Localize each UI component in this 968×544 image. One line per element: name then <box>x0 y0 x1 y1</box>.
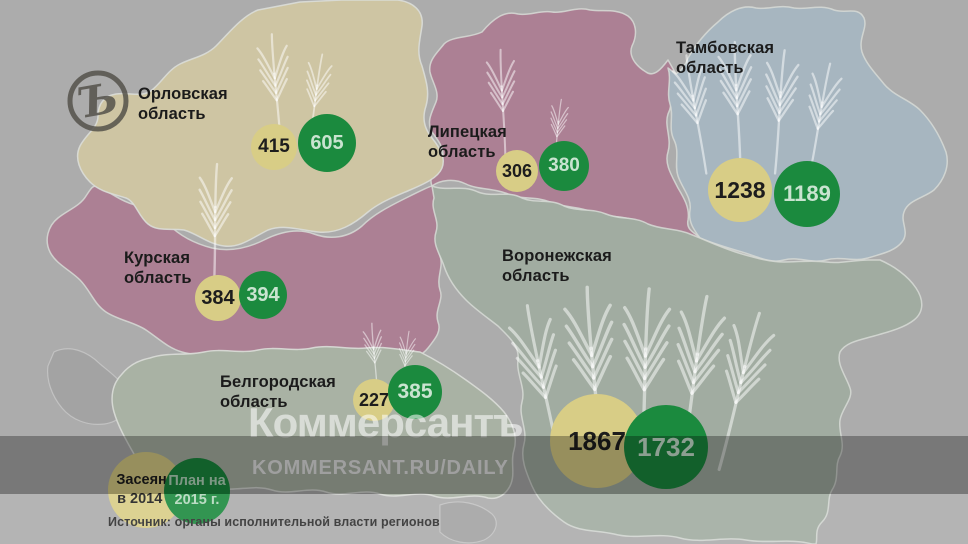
neighbour-region-silhouettes <box>47 348 497 544</box>
region-shape-kurskaya <box>46 185 442 366</box>
bubble-plan-belgorodskaya: 385 <box>388 365 442 419</box>
bubble-plan-kurskaya: 394 <box>239 271 287 319</box>
region-label-belgorodskaya: Белгородская область <box>220 373 336 412</box>
legend-plan-2015: План на 2015 г. <box>164 458 230 524</box>
bubble-plan-lipetskaya: 380 <box>539 141 589 191</box>
legend-sown-line1: Засеяно <box>116 472 176 489</box>
legend-plan-line1: План на <box>168 473 226 490</box>
bubble-plan-voronezhskaya: 1732 <box>624 405 708 489</box>
bubble-sown-orlovskaya: 415 <box>251 124 297 170</box>
bubble-sown-kurskaya: 384 <box>195 275 241 321</box>
kommersant-wordmark: Коммерсантъ <box>248 399 524 446</box>
region-label-orlovskaya: Орловская область <box>138 85 228 124</box>
kommersant-logo-icon: Ъ <box>67 70 129 132</box>
region-shape-orlovskaya <box>76 0 444 247</box>
bubble-sown-tambovskaya: 1238 <box>708 158 772 222</box>
bubble-plan-orlovskaya: 605 <box>298 114 356 172</box>
bubble-sown-lipetskaya: 306 <box>496 150 538 192</box>
legend-sown-line2: в 2014 г. <box>117 491 175 507</box>
region-label-kurskaya: Курская область <box>124 249 192 288</box>
bubble-plan-tambovskaya: 1189 <box>774 161 840 227</box>
legend-plan-line2: 2015 г. <box>174 492 220 508</box>
source-note: Источник: органы исполнительной власти р… <box>108 515 440 529</box>
site-url: KOMMERSANT.RU/DAILY <box>252 457 509 479</box>
logo-glyph: Ъ <box>74 73 122 128</box>
region-label-lipetskaya: Липецкая область <box>428 123 507 162</box>
region-label-tambovskaya: Тамбовская область <box>676 39 775 78</box>
region-label-voronezhskaya: Воронежская область <box>502 247 612 286</box>
